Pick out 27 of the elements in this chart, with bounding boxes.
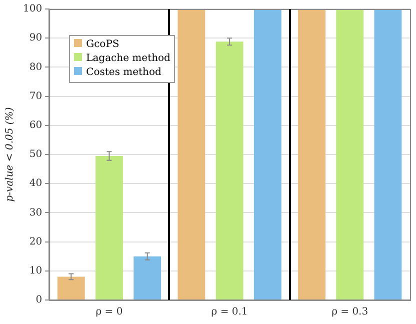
y-tick-label: 0: [36, 294, 42, 306]
bar: [57, 276, 85, 300]
y-tick-label: 60: [29, 120, 42, 131]
legend-label: Lagache method: [86, 53, 170, 64]
bar: [374, 9, 402, 300]
bar: [178, 9, 206, 300]
x-tick-label: ρ = 0: [96, 306, 123, 318]
y-tick-label: 80: [29, 62, 42, 73]
y-tick-label: 100: [22, 4, 42, 15]
bar: [254, 9, 282, 300]
x-tick-label: ρ = 0.3: [332, 306, 368, 318]
y-tick-label: 70: [29, 90, 42, 102]
y-tick-label: 40: [29, 178, 42, 190]
y-tick-label: 10: [29, 265, 42, 276]
y-tick-label: 90: [29, 32, 42, 44]
legend-label: Costes method: [86, 67, 162, 78]
bar: [96, 156, 123, 300]
bar: [298, 9, 326, 300]
y-tick-label: 20: [29, 236, 42, 248]
y-tick-label: 30: [29, 207, 42, 218]
legend-label: GcoPS: [86, 39, 120, 50]
x-tick-label: ρ = 0.1: [211, 306, 248, 318]
bar: [134, 256, 162, 300]
y-axis-title: p-value < 0.05 (%): [4, 107, 16, 202]
bar: [216, 42, 244, 300]
bar: [336, 9, 364, 300]
y-tick-label: 50: [29, 149, 42, 160]
